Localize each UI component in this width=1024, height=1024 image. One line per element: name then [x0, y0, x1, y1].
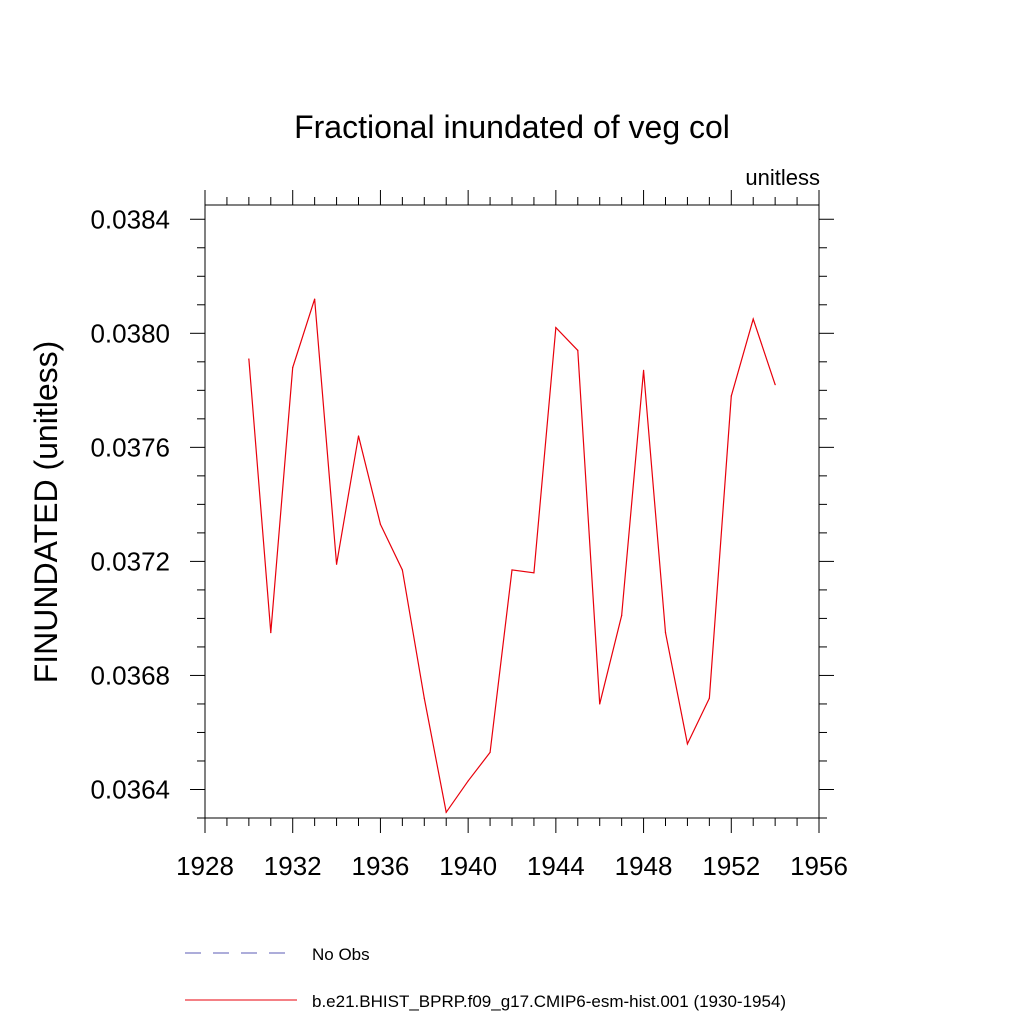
series-point — [489, 751, 491, 754]
x-tick-label: 1940 — [439, 851, 497, 881]
y-tick-label: 0.0372 — [90, 546, 170, 576]
series-point — [752, 318, 754, 320]
series-point — [467, 780, 469, 782]
series-point — [577, 349, 579, 352]
legend-label: No Obs — [312, 945, 370, 964]
y-tick-label: 0.0384 — [90, 204, 170, 234]
series-point — [248, 358, 250, 360]
series-point — [445, 811, 447, 813]
series-point — [357, 435, 360, 437]
series-point — [314, 298, 316, 300]
axis-tick-labels: 1928 1932 1936 1940 1944 1948 1952 1956 0.0364 0.… — [90, 204, 847, 881]
x-tick-label: 1936 — [352, 851, 410, 881]
legend: No Obs b.e21.BHIST_BPRP.f09_g17.CMIP6-esm… — [185, 945, 786, 1011]
legend-label: b.e21.BHIST_BPRP.f09_g17.CMIP6-esm-hist.… — [312, 992, 786, 1011]
series-point — [379, 523, 382, 525]
x-tick-label: 1928 — [176, 851, 234, 881]
series-point — [599, 703, 601, 705]
series-point — [555, 327, 557, 329]
series-point — [708, 697, 710, 699]
series-point — [511, 569, 513, 571]
series-point — [664, 632, 667, 634]
series-point — [730, 395, 732, 397]
x-tick-label: 1944 — [527, 851, 585, 881]
y-tick-label: 0.0364 — [90, 774, 170, 804]
series-point — [423, 697, 425, 699]
series-point — [292, 366, 294, 369]
x-tick-label: 1948 — [615, 851, 673, 881]
series-point — [270, 632, 272, 634]
series-point — [621, 614, 623, 617]
series-point — [642, 369, 645, 371]
units-label: unitless — [745, 165, 820, 190]
y-tick-label: 0.0376 — [90, 432, 170, 462]
series-point — [401, 569, 403, 571]
series-point — [774, 384, 776, 386]
series-point — [335, 563, 338, 565]
x-tick-label: 1932 — [264, 851, 322, 881]
x-tick-label: 1956 — [790, 851, 848, 881]
y-axis-label: FINUNDATED (unitless) — [28, 341, 64, 684]
y-tick-label: 0.0380 — [90, 318, 170, 348]
series-point — [686, 743, 689, 745]
series-layer — [248, 298, 776, 814]
series-point — [533, 572, 535, 574]
y-tick-label: 0.0368 — [90, 660, 170, 690]
axis-ticks — [190, 190, 834, 833]
chart-title: Fractional inundated of veg col — [294, 109, 730, 145]
x-tick-label: 1952 — [702, 851, 760, 881]
